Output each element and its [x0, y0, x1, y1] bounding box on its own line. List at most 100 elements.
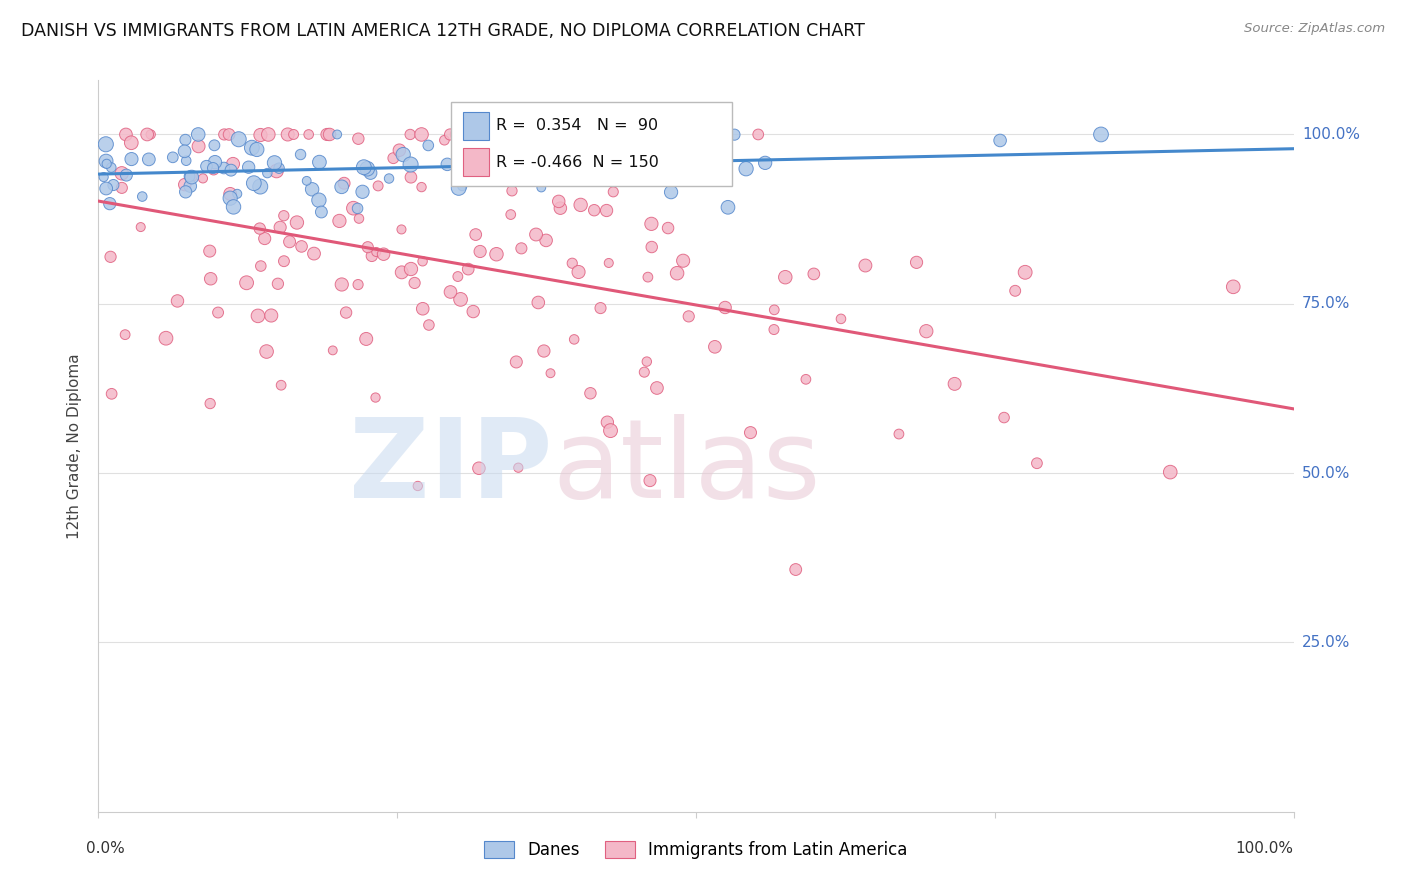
Point — [508, 460, 530, 475]
Text: ZIP: ZIP — [349, 415, 553, 522]
Point — [115, 168, 138, 182]
Point — [794, 372, 817, 386]
Text: 0.0%: 0.0% — [87, 841, 125, 856]
Point — [246, 309, 269, 323]
Point — [155, 331, 177, 345]
Text: Source: ZipAtlas.com: Source: ZipAtlas.com — [1244, 22, 1385, 36]
Point — [723, 128, 745, 142]
Point — [613, 156, 636, 170]
Point — [602, 185, 624, 199]
Point — [624, 157, 647, 171]
Point — [641, 240, 664, 254]
Point — [100, 386, 122, 401]
Point — [534, 234, 557, 248]
Point — [139, 128, 162, 142]
Point — [179, 169, 201, 184]
Point — [589, 301, 612, 315]
Point — [302, 246, 325, 260]
Point — [411, 180, 433, 194]
Text: DANISH VS IMMIGRANTS FROM LATIN AMERICA 12TH GRADE, NO DIPLOMA CORRELATION CHART: DANISH VS IMMIGRANTS FROM LATIN AMERICA … — [21, 22, 865, 40]
Point — [219, 186, 242, 201]
Point — [94, 137, 117, 152]
Point — [494, 128, 516, 142]
Point — [640, 217, 662, 231]
Point — [174, 185, 197, 199]
Point — [162, 150, 184, 164]
Point — [1014, 265, 1036, 279]
Point — [915, 324, 938, 338]
Point — [536, 149, 558, 163]
Point — [418, 138, 440, 153]
Point — [598, 256, 620, 270]
Point — [399, 170, 422, 185]
Point — [226, 186, 249, 201]
Point — [235, 276, 257, 290]
Point — [561, 144, 583, 158]
Point — [342, 201, 364, 215]
Point — [285, 215, 308, 229]
Point — [266, 164, 288, 178]
Point — [391, 265, 413, 279]
Legend: Danes, Immigrants from Latin America: Danes, Immigrants from Latin America — [478, 834, 914, 865]
Point — [492, 171, 515, 186]
Point — [596, 415, 619, 429]
Point — [207, 305, 229, 319]
Point — [249, 128, 271, 142]
Point — [277, 128, 299, 142]
Point — [703, 340, 725, 354]
Point — [546, 145, 568, 160]
Text: 100.0%: 100.0% — [1302, 127, 1360, 142]
Point — [191, 171, 214, 186]
Point — [136, 128, 159, 142]
Point — [382, 151, 405, 165]
Point — [740, 425, 762, 440]
Point — [96, 181, 118, 195]
Point — [530, 180, 553, 194]
Point — [173, 178, 195, 192]
Point — [412, 301, 434, 316]
Point — [204, 155, 226, 169]
Point — [457, 262, 479, 277]
Point — [714, 301, 737, 315]
Text: 75.0%: 75.0% — [1302, 296, 1350, 311]
Point — [993, 410, 1015, 425]
Point — [98, 196, 121, 211]
Point — [198, 396, 221, 410]
Point — [198, 244, 221, 259]
Point — [550, 170, 572, 185]
Point — [447, 181, 470, 195]
Point — [346, 202, 368, 216]
Point — [357, 240, 380, 254]
Point — [173, 145, 195, 159]
Point — [599, 143, 621, 157]
Point — [212, 161, 235, 175]
Point — [202, 138, 225, 153]
Point — [412, 254, 434, 268]
Point — [1222, 280, 1244, 294]
Point — [830, 311, 852, 326]
Point — [256, 166, 278, 180]
Point — [678, 310, 700, 324]
Point — [129, 220, 152, 235]
Point — [219, 163, 242, 178]
Point — [436, 157, 458, 171]
Point — [501, 184, 523, 198]
Point — [747, 128, 769, 142]
Point — [219, 191, 242, 205]
Point — [550, 201, 572, 215]
Point — [887, 427, 910, 442]
Point — [447, 269, 470, 284]
Point — [228, 132, 250, 146]
Point — [269, 220, 291, 235]
Point — [322, 343, 344, 358]
Point — [121, 152, 143, 166]
Point — [754, 156, 776, 170]
Point — [222, 157, 245, 171]
Point — [672, 253, 695, 268]
Point — [114, 327, 136, 342]
FancyBboxPatch shape — [451, 103, 733, 186]
Point — [657, 159, 679, 173]
Point — [257, 128, 280, 142]
Point — [330, 277, 353, 292]
Point — [318, 128, 340, 142]
